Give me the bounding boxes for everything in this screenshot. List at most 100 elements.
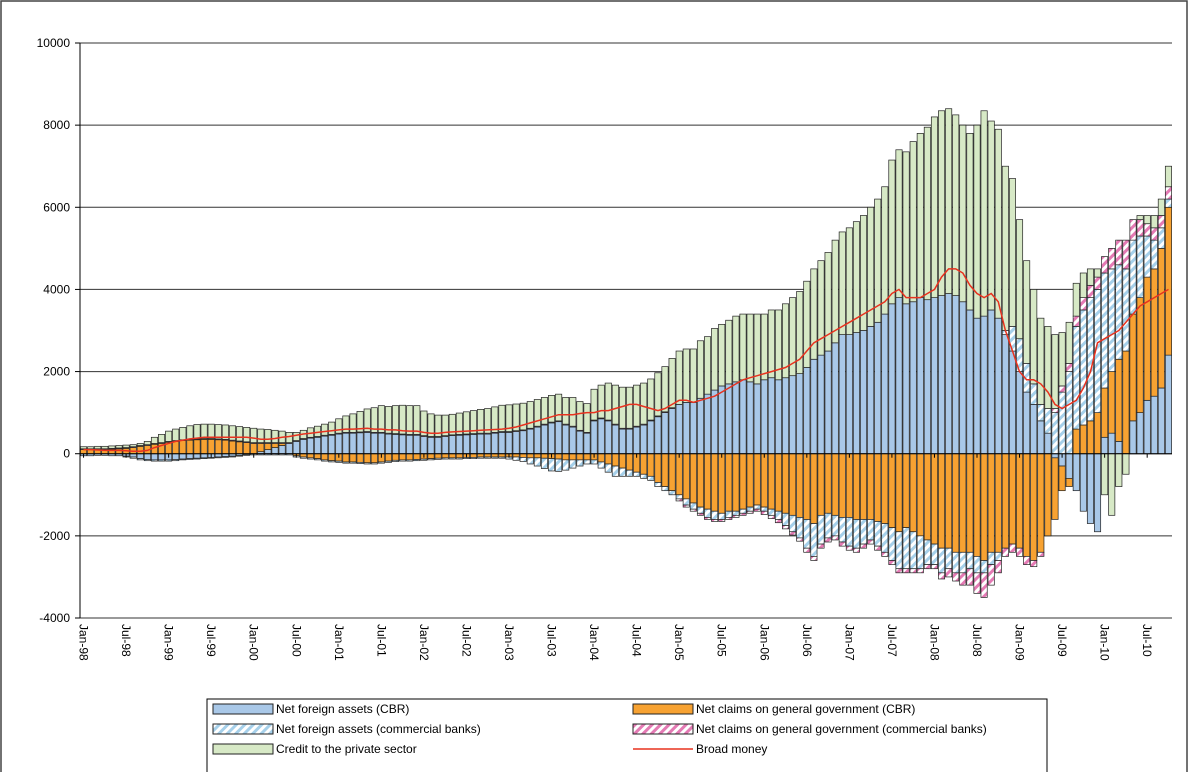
bar-segment bbox=[838, 231, 846, 335]
bar-segment bbox=[689, 348, 697, 403]
bar-segment bbox=[108, 445, 116, 449]
bar-segment bbox=[696, 512, 704, 516]
bar-segment bbox=[1001, 547, 1009, 557]
bar-segment bbox=[1122, 268, 1130, 352]
bar-segment bbox=[945, 108, 953, 294]
bar-segment bbox=[732, 381, 740, 455]
bar-segment bbox=[193, 424, 201, 440]
bar-segment bbox=[207, 438, 215, 455]
bar-segment bbox=[1065, 371, 1073, 455]
bar-segment bbox=[583, 453, 591, 461]
bar-segment bbox=[526, 453, 534, 459]
bar-segment bbox=[647, 475, 655, 481]
legend-swatch bbox=[212, 703, 274, 715]
bar-segment bbox=[647, 378, 655, 421]
bar-segment bbox=[689, 508, 697, 512]
bar-segment bbox=[519, 430, 527, 455]
bar-segment bbox=[611, 465, 619, 477]
bar-segment bbox=[165, 459, 173, 462]
bar-segment bbox=[448, 413, 456, 436]
bar-segment bbox=[952, 551, 960, 574]
bar-segment bbox=[1030, 453, 1038, 561]
bar-segment bbox=[1072, 453, 1080, 492]
bar-segment bbox=[328, 460, 336, 463]
legend: Net foreign assets (CBR) Net claims on ge… bbox=[212, 702, 987, 756]
bar-segment bbox=[1164, 165, 1172, 188]
bar-segment bbox=[427, 413, 435, 437]
bar-segment bbox=[725, 319, 733, 385]
bar-segment bbox=[746, 381, 754, 455]
bar-segment bbox=[533, 453, 541, 459]
bar-segment bbox=[441, 436, 449, 455]
bar-segment bbox=[314, 436, 322, 455]
bar-segment bbox=[661, 412, 669, 455]
bar-segment bbox=[200, 457, 208, 459]
bar-segment bbox=[1001, 165, 1009, 331]
bar-segment bbox=[342, 432, 350, 455]
bar-segment bbox=[1016, 371, 1024, 455]
bar-segment bbox=[392, 459, 400, 462]
bar-segment bbox=[874, 545, 882, 551]
bar-segment bbox=[172, 453, 180, 460]
bar-segment bbox=[881, 186, 889, 315]
bar-segment bbox=[760, 379, 768, 455]
x-tick-label: Jul-08 bbox=[970, 624, 984, 657]
bar-segment bbox=[1157, 215, 1165, 229]
bar-segment bbox=[321, 453, 329, 461]
bar-segment bbox=[973, 317, 981, 455]
bar-segment bbox=[228, 425, 236, 441]
bar-segment bbox=[711, 510, 719, 520]
bar-segment bbox=[789, 297, 797, 377]
bar-segment bbox=[1030, 404, 1038, 455]
bar-segment bbox=[1115, 441, 1123, 455]
bar-segment bbox=[803, 547, 811, 553]
bar-segment bbox=[399, 459, 407, 462]
bar-segment bbox=[980, 315, 988, 455]
bar-segment bbox=[852, 547, 860, 553]
bar-segment bbox=[569, 426, 577, 455]
bar-segment bbox=[867, 326, 875, 455]
bar-segment bbox=[767, 514, 775, 519]
bar-segment bbox=[711, 453, 719, 512]
bar-segment bbox=[604, 453, 612, 465]
bar-segment bbox=[867, 206, 875, 327]
x-tick-label: Jul-05 bbox=[715, 624, 729, 657]
bar-segment bbox=[1016, 453, 1024, 549]
bar-segment bbox=[633, 426, 641, 455]
bar-segment bbox=[441, 414, 449, 436]
bar-segment bbox=[455, 457, 463, 460]
bar-segment bbox=[930, 116, 938, 298]
bar-segment bbox=[852, 519, 860, 549]
bar-segment bbox=[306, 457, 314, 460]
bar-segment bbox=[526, 428, 534, 455]
bar-segment bbox=[590, 420, 598, 455]
bar-segment bbox=[618, 453, 626, 469]
bar-segment bbox=[356, 432, 364, 455]
bar-segment bbox=[888, 527, 896, 561]
bar-segment bbox=[845, 227, 853, 335]
bar-segment bbox=[668, 490, 676, 496]
bar-segment bbox=[817, 514, 825, 545]
bar-segment bbox=[852, 221, 860, 333]
bar-segment bbox=[314, 453, 322, 459]
bar-segment bbox=[1094, 453, 1102, 533]
bar-segment bbox=[696, 397, 704, 455]
bar-segment bbox=[257, 428, 265, 443]
bar-segment bbox=[838, 334, 846, 455]
bar-segment bbox=[604, 382, 612, 421]
bar-segment bbox=[1136, 219, 1144, 237]
bar-segment bbox=[1094, 276, 1102, 290]
bar-segment bbox=[930, 297, 938, 455]
bar-segment bbox=[491, 432, 499, 455]
bar-segment bbox=[377, 432, 385, 455]
bar-segment bbox=[711, 519, 719, 522]
bar-segment bbox=[1108, 453, 1116, 516]
bar-segment bbox=[994, 560, 1002, 574]
bar-segment bbox=[597, 384, 605, 419]
bar-segment bbox=[682, 504, 690, 508]
bar-segment bbox=[860, 453, 868, 520]
bar-segment bbox=[1129, 239, 1137, 315]
bar-segment bbox=[845, 334, 853, 455]
y-tick-label: 6000 bbox=[43, 200, 70, 214]
x-tick-label: Jan-09 bbox=[1013, 624, 1027, 661]
